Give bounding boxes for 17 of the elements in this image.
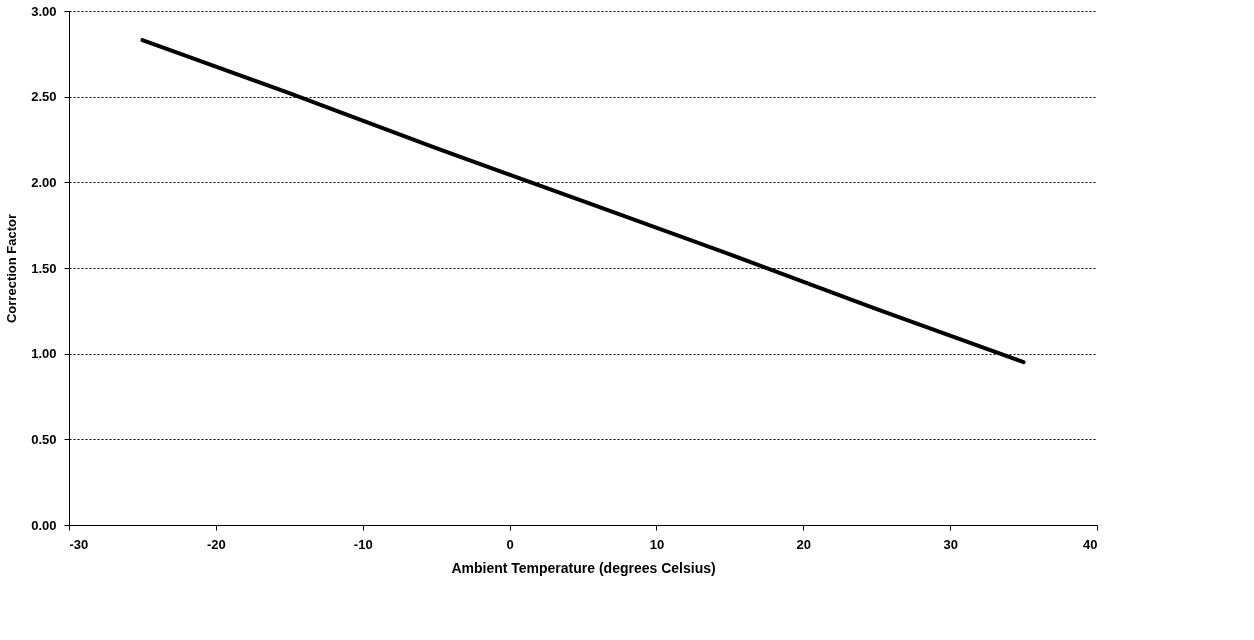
x-tick-label: 30	[943, 536, 958, 552]
y-tick-label: 1.00	[31, 346, 57, 362]
x-tick-label: -20	[206, 536, 226, 552]
x-tick-label: 40	[1083, 536, 1098, 552]
x-tick-label: -10	[353, 536, 373, 552]
y-tick-label: 1.50	[31, 260, 57, 276]
y-tick-label: 0.50	[31, 431, 57, 447]
x-axis-title: Ambient Temperature (degrees Celsius)	[451, 559, 716, 576]
y-tick-label: 3.00	[31, 3, 57, 19]
y-tick-label: 2.00	[31, 174, 57, 190]
y-tick-label: 2.50	[31, 89, 57, 105]
x-tick-label: 10	[649, 536, 665, 552]
x-tick-label: 20	[796, 536, 812, 552]
x-tick-label: -30	[69, 536, 89, 552]
y-tick-label: 0.00	[31, 517, 57, 533]
y-axis-title: Correction Factor	[4, 213, 20, 324]
x-tick-label: 0	[506, 536, 514, 552]
